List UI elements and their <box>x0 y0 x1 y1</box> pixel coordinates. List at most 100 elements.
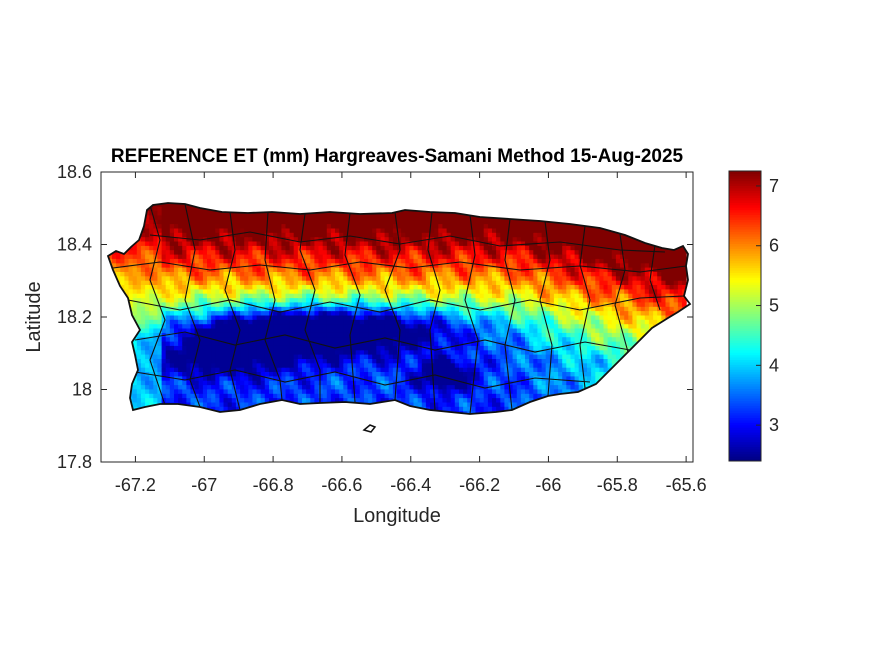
heat-cell <box>376 393 381 399</box>
heat-cell <box>587 319 592 325</box>
heat-cell <box>293 314 299 320</box>
heat-cell <box>508 340 514 346</box>
heat-cell <box>669 310 675 316</box>
heat-cell <box>306 319 311 325</box>
heat-cell <box>479 293 485 299</box>
heat-cell <box>549 332 555 338</box>
heat-cell <box>285 375 291 381</box>
heat-cell <box>467 271 472 277</box>
heat-cell <box>438 284 443 290</box>
heat-cell <box>657 293 662 299</box>
heat-cell <box>525 358 530 364</box>
heat-cell <box>240 310 245 316</box>
heat-cell <box>640 284 646 290</box>
heat-cell <box>661 301 666 307</box>
heat-cell <box>330 310 336 316</box>
heat-cell <box>289 275 295 281</box>
heat-cell <box>500 393 505 399</box>
heat-cell <box>562 280 567 285</box>
heat-cell <box>425 397 431 403</box>
heat-cell <box>570 297 576 303</box>
heat-cell <box>558 340 563 346</box>
heat-cell <box>136 310 142 316</box>
heat-cell <box>297 393 303 399</box>
heat-cell <box>194 314 200 320</box>
heat-cell <box>500 406 505 412</box>
heat-cell <box>553 380 559 386</box>
heat-cell <box>537 336 543 342</box>
heat-cell <box>615 280 621 285</box>
heat-cell <box>438 362 443 368</box>
heat-cell <box>611 319 617 325</box>
heat-cell <box>194 280 200 285</box>
heat-cell <box>669 271 675 277</box>
heat-cell <box>322 301 328 307</box>
heat-cell <box>211 367 216 372</box>
heat-cell <box>607 306 613 312</box>
heat-cell <box>438 375 443 381</box>
heat-cell <box>632 327 638 333</box>
heat-cell <box>640 332 646 338</box>
heat-cell <box>446 358 452 364</box>
heat-cell <box>591 380 596 386</box>
heat-cell <box>223 393 229 399</box>
heat-cell <box>153 280 158 285</box>
heat-cell <box>153 310 158 316</box>
heat-cell <box>516 380 522 386</box>
heat-cell <box>648 323 654 329</box>
heat-cell <box>132 314 138 320</box>
heat-cell <box>264 310 270 316</box>
heat-cell <box>372 349 377 355</box>
heat-cell <box>615 271 621 277</box>
heat-cell <box>401 319 406 325</box>
heat-cell <box>335 393 340 399</box>
heat-cell <box>289 380 295 386</box>
heat-cell <box>475 410 481 414</box>
heat-cell <box>248 336 253 342</box>
heat-cell <box>285 271 291 277</box>
heat-cell <box>438 354 443 359</box>
heat-cell <box>558 284 563 290</box>
heat-cell <box>409 393 415 399</box>
heat-cell <box>591 354 596 359</box>
heat-cell <box>136 306 142 312</box>
heat-cell <box>219 297 225 303</box>
heat-cell <box>434 367 439 372</box>
heat-cell <box>624 323 629 329</box>
heat-cell <box>384 314 390 320</box>
heat-cell <box>566 323 571 329</box>
heat-cell <box>256 293 262 299</box>
heat-cell <box>215 362 220 368</box>
heat-cell <box>504 345 510 351</box>
heat-cell <box>516 393 522 399</box>
heat-cell <box>632 288 638 294</box>
heat-cell <box>161 340 167 346</box>
heat-cell <box>285 319 291 325</box>
heat-cell <box>421 293 427 299</box>
heat-cell <box>174 380 179 386</box>
heat-cell <box>562 310 567 316</box>
heat-cell <box>578 262 584 268</box>
heat-cell <box>318 367 324 372</box>
heat-cell <box>351 327 357 333</box>
heat-cell <box>244 327 249 333</box>
heat-cell <box>417 358 423 364</box>
heat-cell <box>562 340 567 346</box>
heat-cell <box>174 297 179 303</box>
heat-cell <box>223 275 229 281</box>
heat-cell <box>285 262 291 268</box>
heat-cell <box>269 297 274 303</box>
heat-cell <box>603 275 609 281</box>
heat-cell <box>153 327 158 333</box>
heat-cell <box>207 345 212 351</box>
heat-cell <box>442 310 448 316</box>
heat-cell <box>459 288 464 294</box>
heat-cell <box>471 288 476 294</box>
heat-cell <box>413 380 419 386</box>
heat-cell <box>273 306 278 312</box>
heat-cell <box>202 271 208 277</box>
heat-cell <box>384 258 390 264</box>
heat-cell <box>413 314 419 320</box>
heat-cell <box>516 388 522 394</box>
heat-cell <box>380 275 386 281</box>
